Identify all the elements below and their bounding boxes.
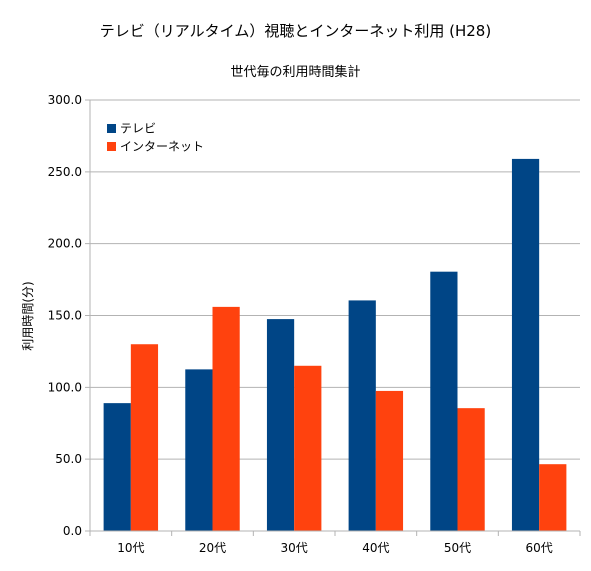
chart-subtitle: 世代毎の利用時間集計 xyxy=(230,64,360,80)
grid-layer xyxy=(85,99,580,532)
y-tick-label: 0.0 xyxy=(63,524,82,538)
chart-title: テレビ（リアルタイム）視聴とインターネット利用 (H28) xyxy=(100,22,491,40)
bar-internet-5 xyxy=(457,408,485,531)
y-tick-label: 300.0 xyxy=(48,93,82,107)
bars-layer xyxy=(103,158,567,532)
y-tick-label: 250.0 xyxy=(48,165,82,179)
bar-internet-1 xyxy=(130,344,159,531)
legend-label-tv: テレビ xyxy=(120,122,156,136)
axis-layer: 0.0 50.0 100.0 150.0 200.0 250.0 300.0 10代 20代 30… xyxy=(48,93,581,555)
bar-tv-6 xyxy=(511,158,540,532)
x-category-label: 30代 xyxy=(281,541,308,555)
legend-swatch-internet xyxy=(107,142,116,151)
bar-tv-2 xyxy=(185,369,213,531)
y-tick-label: 200.0 xyxy=(48,237,82,251)
y-axis-label: 利用時間(分) xyxy=(21,281,35,350)
x-category-label: 60代 xyxy=(526,541,553,555)
legend-swatch-tv xyxy=(107,124,116,133)
bar-tv-1 xyxy=(103,403,131,531)
bar-internet-4 xyxy=(375,390,404,531)
y-tick-label: 100.0 xyxy=(48,380,82,394)
bar-internet-2 xyxy=(212,306,240,531)
bar-tv-5 xyxy=(430,271,458,531)
bar-internet-3 xyxy=(294,365,322,531)
x-category-label: 10代 xyxy=(117,541,144,555)
bar-tv-4 xyxy=(348,300,376,531)
y-tick-label: 150.0 xyxy=(48,309,82,323)
bar-internet-6 xyxy=(539,464,567,531)
x-category-label: 50代 xyxy=(444,541,471,555)
x-category-label: 20代 xyxy=(199,541,226,555)
legend-label-internet: インターネット xyxy=(120,140,204,154)
x-category-label: 40代 xyxy=(362,541,389,555)
y-tick-label: 50.0 xyxy=(55,452,82,466)
bar-tv-3 xyxy=(266,319,295,531)
